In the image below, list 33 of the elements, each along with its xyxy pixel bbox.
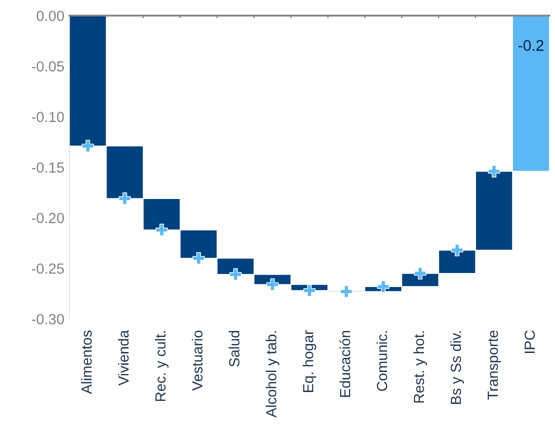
point	[377, 280, 390, 293]
x-tick-label: Vivienda	[118, 330, 129, 386]
x-tick-label: IPC	[524, 330, 535, 353]
point	[450, 244, 464, 256]
data-label: -0.2	[518, 40, 544, 51]
point	[156, 224, 168, 236]
y-tick-label: -0.25	[32, 263, 64, 274]
y-tick-label: 0.00	[36, 10, 64, 22]
x-tick-label: Comunic.	[376, 331, 388, 391]
x-tick-label: Rec. y cult.	[154, 331, 168, 401]
x-tick-label: Bs y Ss div.	[450, 331, 464, 404]
point	[340, 285, 352, 298]
point	[488, 165, 500, 178]
point	[229, 268, 242, 281]
y-tick-label: -0.10	[32, 112, 64, 122]
y-tick-label: -0.30	[32, 314, 64, 324]
x-tick-label: Transporte	[488, 330, 501, 400]
x-tick-label: Alimentos	[81, 330, 92, 394]
point	[303, 284, 316, 297]
y-tick-label: -0.20	[32, 212, 64, 224]
x-tick-label: Educación	[339, 330, 350, 397]
point	[414, 267, 426, 280]
point	[82, 140, 94, 152]
x-tick-label: Alcohol y tab.	[266, 331, 280, 418]
x-tick-label: Eq. hogar	[302, 330, 316, 392]
x-tick-label: Salud	[228, 330, 240, 367]
y-tick-label: -0.05	[32, 61, 64, 72]
x-tick-label: Vestuario	[192, 330, 203, 391]
y-tick-label: -0.15	[32, 162, 64, 173]
point	[266, 278, 279, 291]
point	[118, 192, 131, 205]
x-tick-label: Rest. y hot.	[413, 331, 427, 403]
point	[192, 252, 205, 264]
